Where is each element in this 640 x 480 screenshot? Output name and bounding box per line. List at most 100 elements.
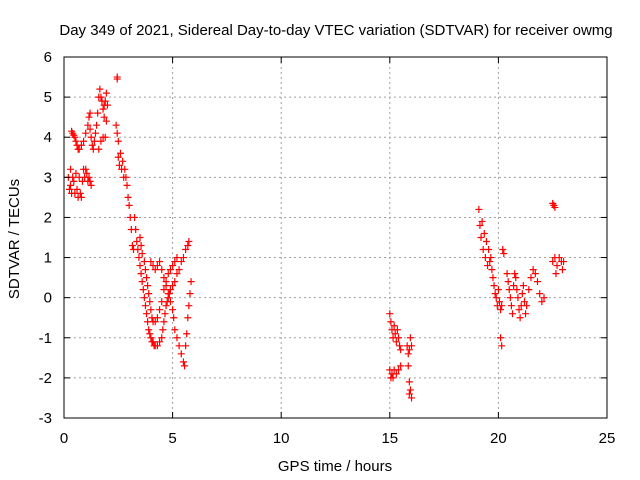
data-point-marker [162, 302, 170, 310]
data-point-marker [164, 290, 172, 298]
data-point-marker [408, 342, 416, 350]
data-point-marker [166, 298, 174, 306]
data-point-marker [136, 262, 144, 270]
data-point-marker [77, 193, 85, 201]
data-point-marker [476, 221, 484, 229]
data-point-marker [67, 165, 75, 173]
y-axis-label: SDTVAR / TECUs [6, 179, 23, 299]
data-point-marker [482, 238, 490, 246]
data-point-marker [522, 310, 530, 318]
data-point-marker [87, 181, 95, 189]
data-point-marker [122, 173, 130, 181]
data-point-marker [65, 185, 73, 193]
data-point-marker [162, 282, 170, 290]
y-tick-label: -1 [39, 330, 52, 347]
data-point-marker [88, 141, 96, 149]
data-point-marker [132, 225, 140, 233]
data-point-marker [156, 306, 164, 314]
data-point-marker [488, 266, 496, 274]
data-point-marker [145, 326, 153, 334]
data-point-marker [133, 238, 141, 246]
data-point-marker [170, 314, 178, 322]
data-point-marker [173, 254, 181, 262]
data-point-marker [177, 350, 185, 358]
data-point-marker [114, 137, 122, 145]
data-point-marker [134, 246, 142, 254]
y-tick-label: 5 [44, 89, 52, 106]
data-point-marker [389, 374, 397, 382]
data-point-marker [171, 326, 179, 334]
data-point-marker [99, 105, 107, 113]
data-point-marker [113, 75, 121, 83]
data-point-marker [186, 290, 194, 298]
data-point-marker [101, 97, 109, 105]
data-point-marker [504, 278, 512, 286]
y-tick-label: 1 [44, 250, 52, 267]
x-tick-label: 20 [490, 430, 507, 447]
x-tick-label: 5 [168, 430, 176, 447]
data-point-marker [151, 318, 159, 326]
data-point-marker [139, 286, 147, 294]
x-axis-label: GPS time / hours [278, 458, 392, 475]
data-point-marker [394, 334, 402, 342]
data-point-marker [146, 298, 154, 306]
data-point-marker [491, 290, 499, 298]
data-point-marker [498, 342, 506, 350]
data-point-marker [135, 254, 143, 262]
data-point-marker [138, 250, 146, 258]
data-point-marker [498, 302, 506, 310]
data-point-marker [390, 322, 398, 330]
y-tick-label: -2 [39, 370, 52, 387]
data-point-marker [529, 266, 537, 274]
data-point-marker [396, 342, 404, 350]
data-point-marker [505, 286, 513, 294]
data-point-marker [94, 109, 102, 117]
data-point-marker [518, 290, 526, 298]
data-point-marker [485, 246, 493, 254]
data-point-marker [506, 294, 514, 302]
data-point-marker [114, 153, 122, 161]
data-point-marker [161, 310, 169, 318]
data-point-marker [553, 262, 561, 270]
data-point-marker [175, 342, 183, 350]
data-point-marker [158, 334, 166, 342]
data-point-marker [182, 246, 190, 254]
data-point-marker [478, 217, 486, 225]
data-point-marker [160, 274, 168, 282]
data-point-marker [84, 121, 92, 129]
data-point-marker [125, 201, 133, 209]
data-point-marker [96, 85, 104, 93]
data-point-marker [500, 250, 508, 258]
data-point-marker [85, 173, 93, 181]
data-point-marker [540, 294, 548, 302]
data-point-marker [95, 145, 103, 153]
data-point-marker [171, 278, 179, 286]
data-point-marker [392, 370, 400, 378]
data-point-marker [138, 278, 146, 286]
data-point-marker [137, 242, 145, 250]
plot-frame [63, 56, 608, 419]
data-point-marker [147, 306, 155, 314]
data-points [64, 73, 568, 402]
data-point-marker [70, 177, 78, 185]
data-point-marker [153, 262, 161, 270]
data-point-marker [100, 113, 108, 121]
data-point-marker [181, 362, 189, 370]
data-point-marker [486, 258, 494, 266]
data-point-marker [387, 318, 395, 326]
data-point-marker [185, 302, 193, 310]
data-point-marker [158, 298, 166, 306]
data-point-marker [558, 266, 566, 274]
data-point-marker [119, 157, 127, 165]
data-point-marker [184, 314, 192, 322]
data-point-marker [141, 302, 149, 310]
data-point-marker [116, 149, 124, 157]
data-point-marker [475, 205, 483, 213]
data-point-marker [549, 258, 557, 266]
data-point-marker [514, 294, 522, 302]
data-point-marker [531, 270, 539, 278]
data-point-marker [169, 306, 177, 314]
data-point-marker [393, 326, 401, 334]
data-point-marker [490, 282, 498, 290]
